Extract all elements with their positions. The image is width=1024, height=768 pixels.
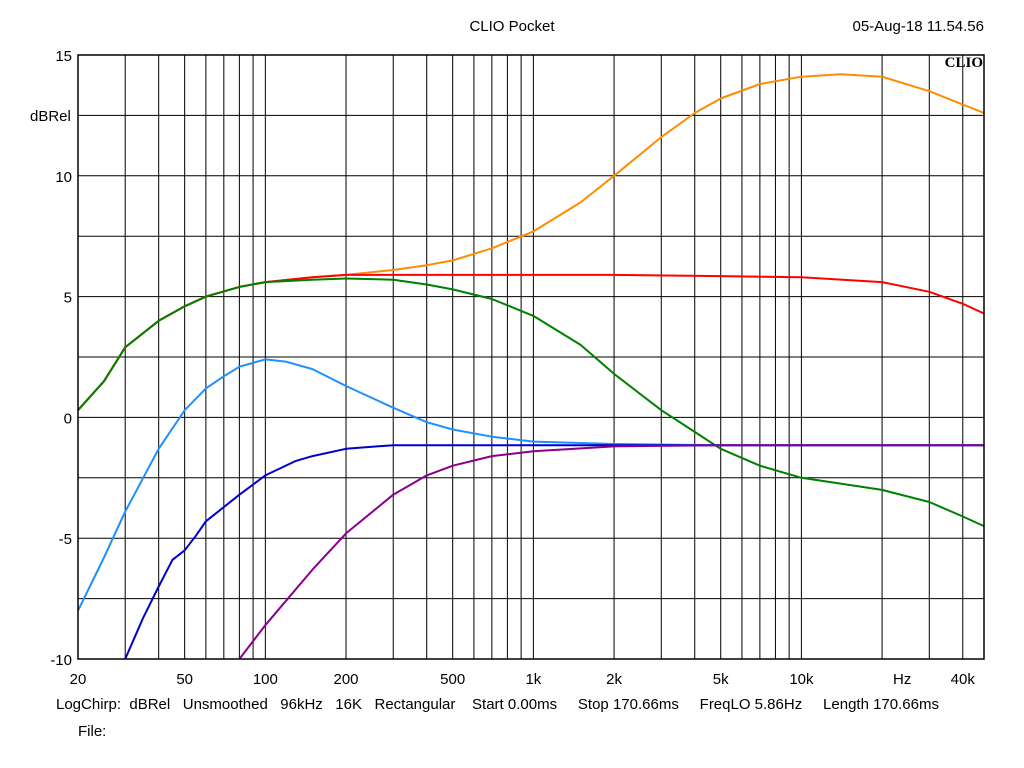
y-tick-label: 10 <box>55 169 72 186</box>
series-line-4 <box>77 358 984 612</box>
grid <box>78 55 984 659</box>
y-axis-label: dBRel <box>30 108 71 125</box>
x-tick-label: 2k <box>606 671 622 688</box>
plot-frame <box>77 54 985 660</box>
x-tick-label: 40k <box>951 671 976 688</box>
series-line-1 <box>77 73 985 411</box>
file-label: File: <box>78 723 107 740</box>
y-tick-label: 5 <box>64 290 72 307</box>
x-tick-label: 20 <box>70 671 87 688</box>
series-lines <box>77 73 985 660</box>
x-tick-label: 1k <box>525 671 541 688</box>
y-tick-label: 0 <box>64 410 72 427</box>
clio-logo: CLIO <box>945 55 983 71</box>
series-line-3 <box>77 277 985 528</box>
x-tick-label: 100 <box>253 671 278 688</box>
x-tick-label: 5k <box>713 671 729 688</box>
series-line-5 <box>124 444 984 660</box>
app-title: CLIO Pocket <box>469 18 555 35</box>
x-axis-unit-label: Hz <box>893 671 911 688</box>
x-tick-label: 200 <box>334 671 359 688</box>
timestamp: 05-Aug-18 11.54.56 <box>852 18 985 35</box>
x-tick-label: 10k <box>789 671 814 688</box>
measurement-settings: LogChirp: dBRel Unsmoothed 96kHz 16K Rec… <box>56 696 939 713</box>
x-tick-label: 50 <box>176 671 193 688</box>
y-tick-label: 15 <box>55 48 72 65</box>
y-tick-label: -5 <box>59 531 72 548</box>
series-line-6 <box>238 444 984 660</box>
y-tick-label: -10 <box>50 652 72 669</box>
x-tick-label: 500 <box>440 671 465 688</box>
